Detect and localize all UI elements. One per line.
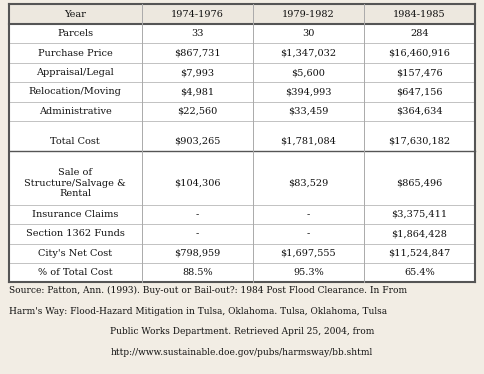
Text: $11,524,847: $11,524,847 xyxy=(388,249,451,258)
Text: $364,634: $364,634 xyxy=(396,107,443,116)
Text: $903,265: $903,265 xyxy=(174,137,220,146)
Text: Parcels: Parcels xyxy=(57,29,93,38)
Text: 88.5%: 88.5% xyxy=(182,268,212,277)
Text: -: - xyxy=(307,210,310,219)
Text: -: - xyxy=(196,210,199,219)
Text: $33,459: $33,459 xyxy=(288,107,329,116)
Text: $1,781,084: $1,781,084 xyxy=(280,137,336,146)
Text: 1984-1985: 1984-1985 xyxy=(393,10,446,19)
Text: $7,993: $7,993 xyxy=(180,68,214,77)
Text: $867,731: $867,731 xyxy=(174,49,221,58)
Text: http://www.sustainable.doe.gov/pubs/harmsway/bb.shtml: http://www.sustainable.doe.gov/pubs/harm… xyxy=(111,348,373,357)
Text: -: - xyxy=(196,229,199,238)
Text: Section 1362 Funds: Section 1362 Funds xyxy=(26,229,125,238)
Text: Harm's Way: Flood-Hazard Mitigation in Tulsa, Oklahoma. Tulsa, Oklahoma, Tulsa: Harm's Way: Flood-Hazard Mitigation in T… xyxy=(9,307,387,316)
Text: Insurance Claims: Insurance Claims xyxy=(32,210,119,219)
Text: Total Cost: Total Cost xyxy=(50,137,100,146)
Bar xyxy=(9,4,475,24)
Text: $865,496: $865,496 xyxy=(396,179,443,188)
Text: 65.4%: 65.4% xyxy=(404,268,435,277)
Text: 95.3%: 95.3% xyxy=(293,268,324,277)
Text: Public Works Department. Retrieved April 25, 2004, from: Public Works Department. Retrieved April… xyxy=(110,327,374,336)
Bar xyxy=(9,4,475,282)
Text: Appraisal/Legal: Appraisal/Legal xyxy=(36,68,114,77)
Text: Sale of
Structure/Salvage &
Rental: Sale of Structure/Salvage & Rental xyxy=(24,168,126,198)
Text: Administrative: Administrative xyxy=(39,107,112,116)
Text: 30: 30 xyxy=(302,29,315,38)
Text: $798,959: $798,959 xyxy=(174,249,220,258)
Text: $157,476: $157,476 xyxy=(396,68,443,77)
Text: $22,560: $22,560 xyxy=(177,107,217,116)
Text: 284: 284 xyxy=(410,29,429,38)
Text: $104,306: $104,306 xyxy=(174,179,220,188)
Text: 1974-1976: 1974-1976 xyxy=(171,10,224,19)
Text: City's Net Cost: City's Net Cost xyxy=(38,249,112,258)
Text: % of Total Cost: % of Total Cost xyxy=(38,268,112,277)
Text: $4,981: $4,981 xyxy=(180,88,214,96)
Text: $5,600: $5,600 xyxy=(291,68,325,77)
Text: Year: Year xyxy=(64,10,86,19)
Text: 1979-1982: 1979-1982 xyxy=(282,10,334,19)
Text: $3,375,411: $3,375,411 xyxy=(392,210,448,219)
Text: 33: 33 xyxy=(191,29,203,38)
Text: $647,156: $647,156 xyxy=(396,88,443,96)
Text: $1,864,428: $1,864,428 xyxy=(392,229,448,238)
Text: -: - xyxy=(307,229,310,238)
Text: Relocation/Moving: Relocation/Moving xyxy=(29,88,121,96)
Text: $1,347,032: $1,347,032 xyxy=(280,49,336,58)
Text: $1,697,555: $1,697,555 xyxy=(280,249,336,258)
Text: Purchase Price: Purchase Price xyxy=(38,49,113,58)
Text: $394,993: $394,993 xyxy=(285,88,332,96)
Text: $16,460,916: $16,460,916 xyxy=(389,49,451,58)
Text: $17,630,182: $17,630,182 xyxy=(389,137,451,146)
Text: $83,529: $83,529 xyxy=(288,179,328,188)
Text: Source: Patton, Ann. (1993). Buy-out or Bail-out?: 1984 Post Flood Clearance. In: Source: Patton, Ann. (1993). Buy-out or … xyxy=(9,286,407,295)
